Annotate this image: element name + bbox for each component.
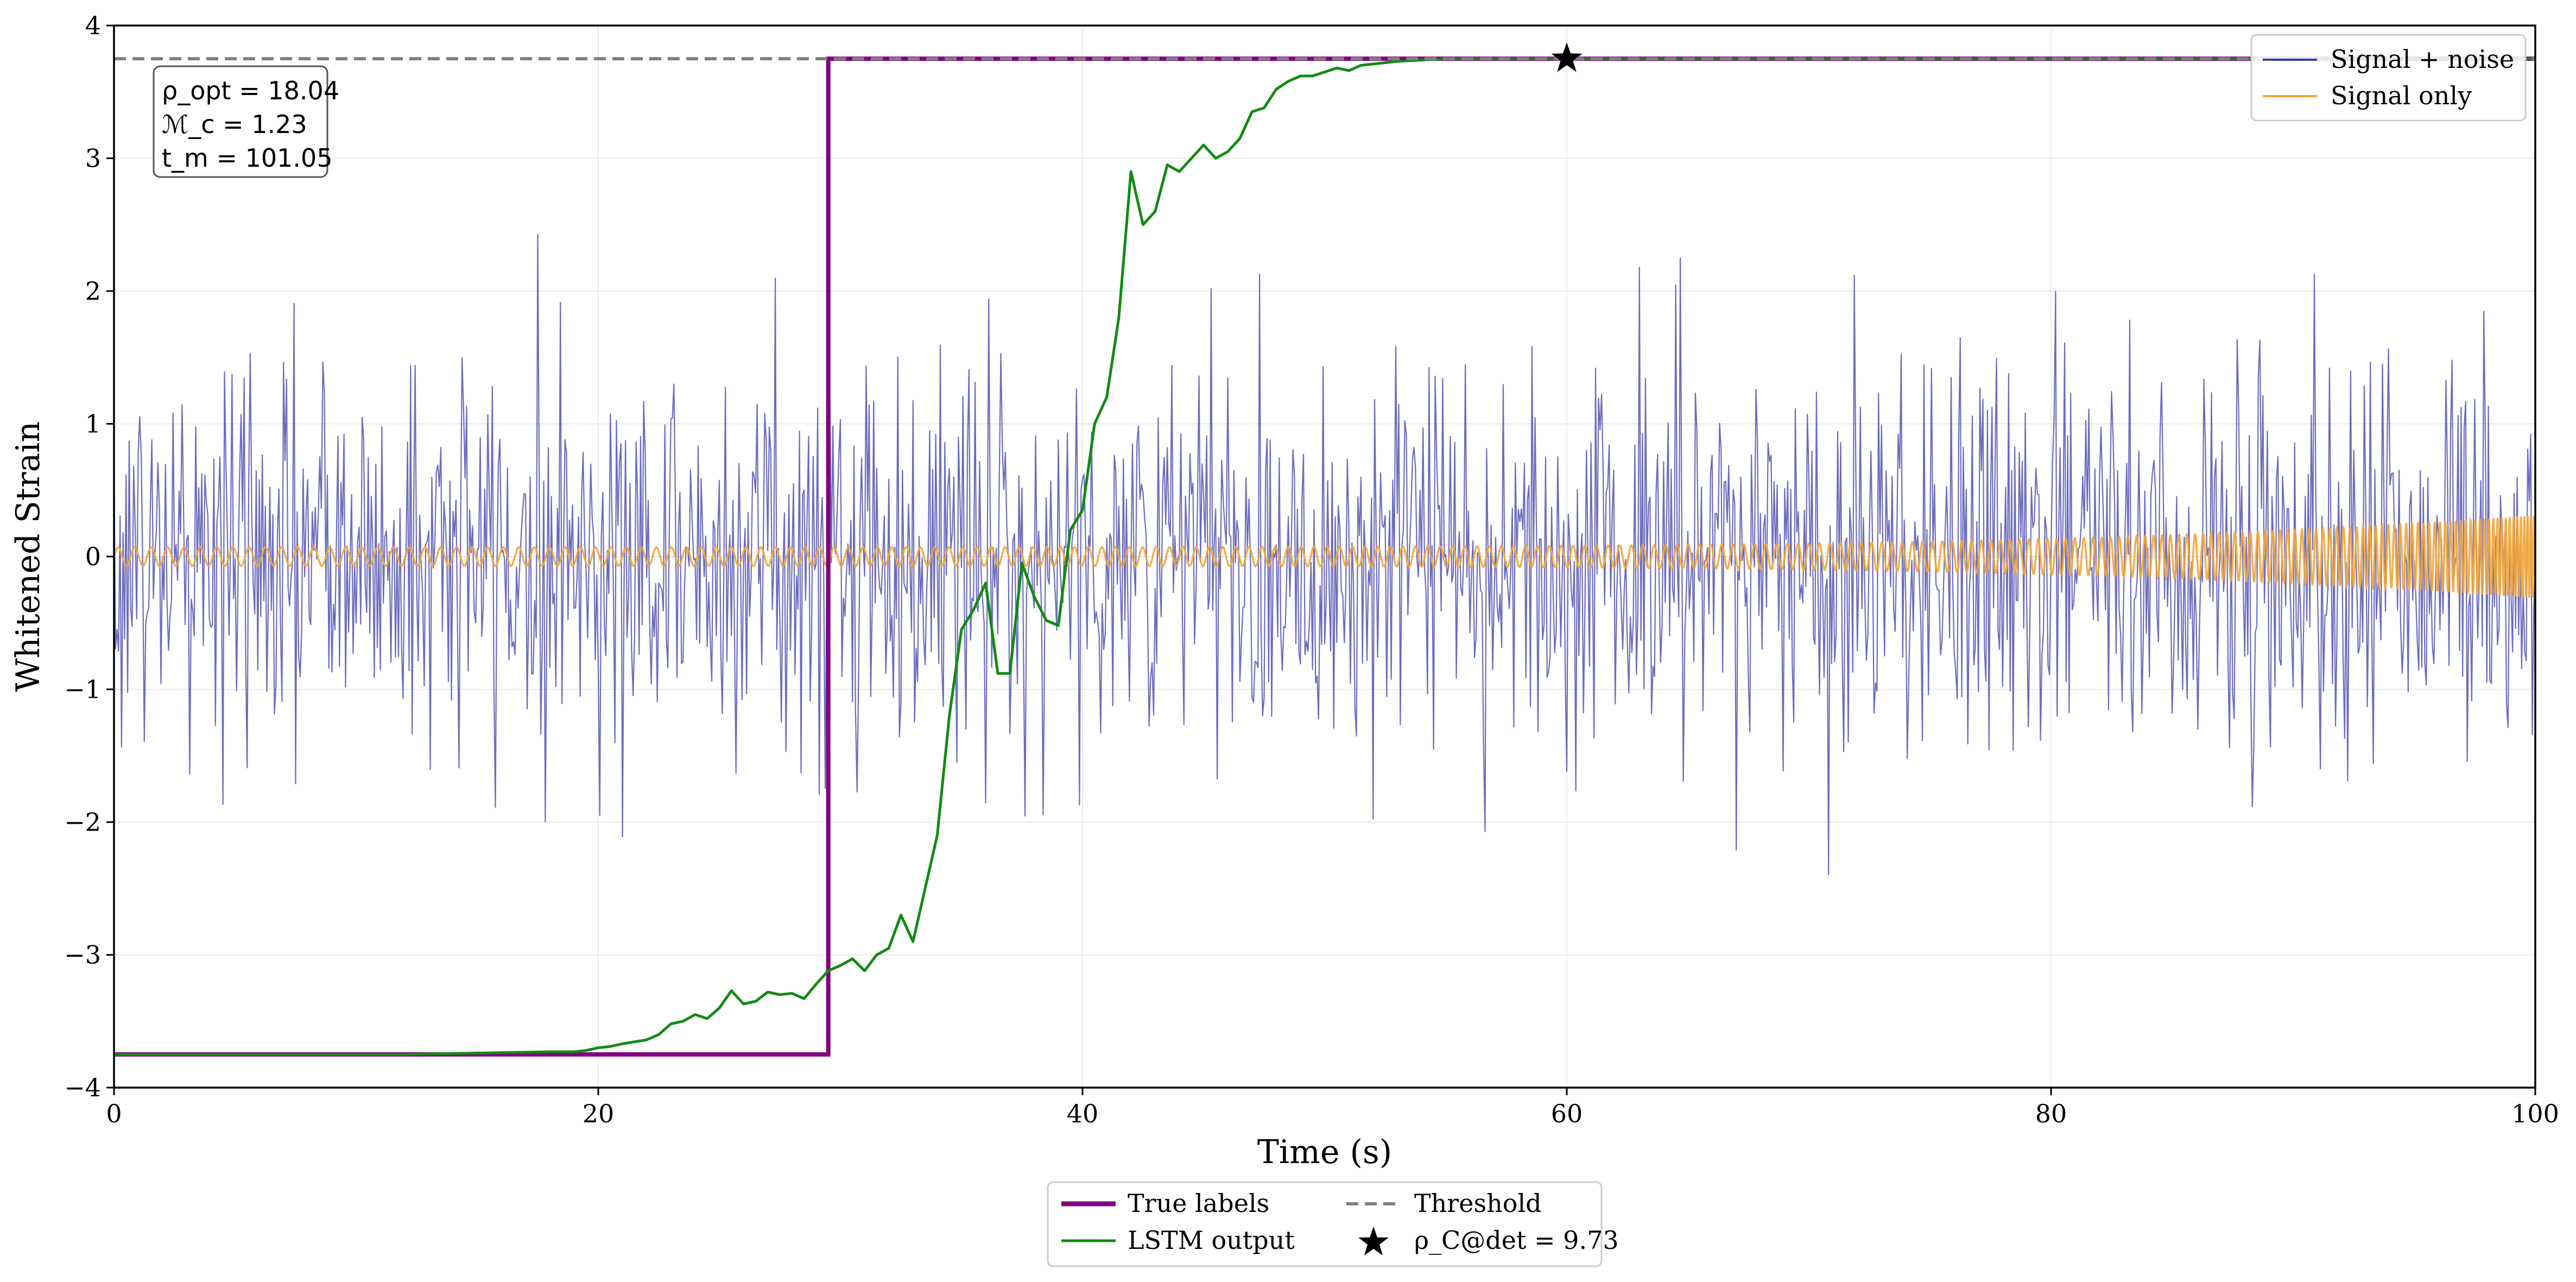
series-lstm-output xyxy=(114,57,2535,1056)
y-tick-label: −1 xyxy=(64,675,101,704)
legend-label-signal-noise: Signal + noise xyxy=(2331,45,2514,74)
x-axis-label: Time (s) xyxy=(1257,1133,1392,1171)
overlay-layer xyxy=(114,42,2535,72)
detection-star-marker xyxy=(1551,42,1583,72)
annotation-box-frame xyxy=(153,65,328,178)
y-tick-label: 0 xyxy=(85,542,101,571)
x-tick-label: 80 xyxy=(2035,1099,2067,1128)
legend-label-true-labels: True labels xyxy=(1128,1189,1269,1218)
legend-label-signal-only: Signal only xyxy=(2331,81,2472,110)
y-tick-label: −4 xyxy=(64,1073,101,1102)
series-layer xyxy=(114,56,2535,1057)
y-tick-label: 4 xyxy=(85,11,101,40)
axis-ticks: 0 20 40 60 80 100 −4 −3 −2 −1 0 1 2 3 4 xyxy=(64,11,2559,1128)
annotation-merger-time: t_m = 101.05 xyxy=(162,143,333,173)
y-tick-label: −3 xyxy=(64,940,101,970)
x-tick-label: 0 xyxy=(106,1099,122,1128)
y-tick-label: −2 xyxy=(64,807,101,837)
x-tick-label: 100 xyxy=(2511,1099,2559,1128)
annotation-chirp-mass: ℳ_c = 1.23 xyxy=(162,110,307,139)
x-tick-label: 40 xyxy=(1067,1099,1099,1128)
y-tick-label: 2 xyxy=(85,276,101,306)
y-axis-label: Whitened Strain xyxy=(9,421,47,692)
annotation-rho-opt: ρ_opt = 18.04 xyxy=(162,76,339,105)
y-tick-label: 1 xyxy=(85,409,101,439)
legend-label-threshold: Threshold xyxy=(1414,1189,1542,1218)
legend-label-detection: ρ_C@det = 9.73 xyxy=(1414,1226,1619,1255)
legend-upper-frame xyxy=(2250,34,2527,122)
x-tick-label: 60 xyxy=(1551,1099,1583,1128)
series-signal-only xyxy=(114,515,2535,598)
legend-label-lstm-output: LSTM output xyxy=(1128,1226,1295,1255)
legend-upper: Signal + noise Signal only xyxy=(2250,34,2527,122)
y-tick-label: 3 xyxy=(85,144,101,173)
parameter-annotation-box: ρ_opt = 18.04 ℳ_c = 1.23 t_m = 101.05 xyxy=(153,65,339,178)
series-signal-noise xyxy=(114,233,2535,875)
legend-lower-frame xyxy=(1047,1181,1603,1267)
legend-star-icon xyxy=(1358,1227,1389,1255)
legend-lower: True labels Threshold LSTM output ρ_C@de… xyxy=(1047,1181,1619,1267)
x-tick-label: 20 xyxy=(583,1099,615,1128)
